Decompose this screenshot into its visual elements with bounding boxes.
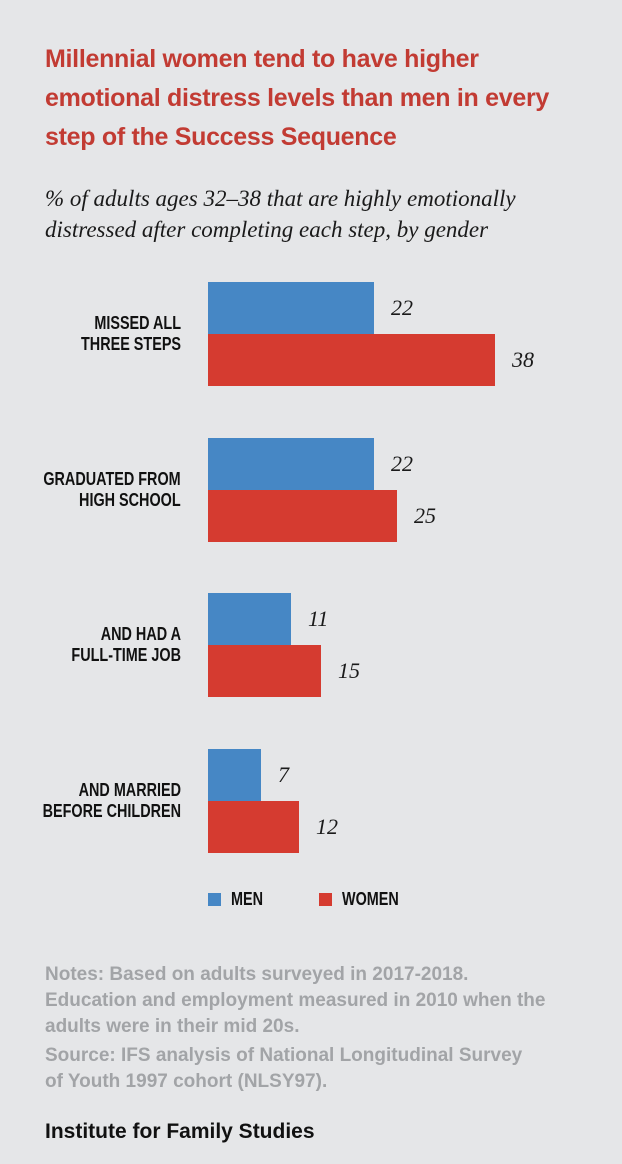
publisher-name: Institute for Family Studies: [45, 1120, 315, 1143]
bar-value-label: 38: [512, 347, 534, 372]
category-label: AND MARRIED BEFORE CHILDREN: [0, 749, 181, 853]
category-label-text: AND MARRIED BEFORE CHILDREN: [42, 779, 181, 821]
chart-title: Millennial women tend to have higher emo…: [45, 45, 549, 151]
bar-row-women: 25: [208, 489, 436, 542]
source-text: Source: IFS analysis of National Longitu…: [45, 1045, 523, 1092]
bar-value-label: 22: [391, 295, 413, 320]
bar-row-men: 22: [208, 437, 413, 490]
category-label: GRADUATED FROM HIGH SCHOOL: [0, 438, 181, 542]
bar-row-women: 12: [208, 800, 338, 853]
bar-women: [208, 800, 299, 853]
category-label-text: GRADUATED FROM HIGH SCHOOL: [43, 468, 181, 510]
bar-men: [208, 748, 261, 801]
legend-item-women: WOMEN: [319, 889, 413, 910]
bar-value-label: 22: [391, 450, 413, 476]
bar-value-label: 12: [316, 813, 338, 839]
bar-women: [208, 489, 397, 542]
bar-women: [208, 645, 321, 697]
bar-row-men: 22: [208, 282, 413, 334]
bar-value-label: 15: [338, 658, 360, 683]
category-label: MISSED ALL THREE STEPS: [0, 282, 181, 386]
legend-swatch-women: [319, 893, 332, 906]
category-label-text: MISSED ALL THREE STEPS: [80, 313, 181, 354]
bar-row-women: 15: [208, 645, 360, 697]
bar-men: [208, 593, 291, 645]
bar-row-men: 7: [208, 748, 289, 801]
bar-value-label: 25: [414, 502, 436, 528]
bar-value-label: 11: [308, 606, 329, 631]
chart-legend: MEN WOMEN: [208, 889, 413, 910]
notes-text: Notes: Based on adults surveyed in 2017-…: [45, 964, 546, 1037]
bar-row-men: 11: [208, 593, 328, 645]
bar-women: [208, 334, 495, 386]
legend-label-women: WOMEN: [342, 889, 399, 909]
bar-row-women: 38: [208, 334, 534, 386]
bar-value-label: 7: [278, 761, 289, 787]
chart-group: GRADUATED FROM HIGH SCHOOL 22 25: [0, 437, 622, 542]
bar-chart: MISSED ALL THREE STEPS 22 38 GRADUATED FROM…: [0, 282, 622, 853]
category-label-text: AND HAD A FULL-TIME JOB: [71, 624, 181, 665]
chart-subtitle: % of adults ages 32–38 that are highly e…: [45, 186, 516, 242]
legend-swatch-men: [208, 893, 221, 906]
bar-men: [208, 437, 374, 490]
chart-group: AND HAD A FULL-TIME JOB 11 15: [0, 593, 622, 697]
legend-label-men: MEN: [231, 889, 263, 909]
legend-item-men: MEN: [208, 889, 271, 910]
bar-men: [208, 282, 374, 334]
category-label: AND HAD A FULL-TIME JOB: [0, 593, 181, 697]
chart-group: MISSED ALL THREE STEPS 22 38: [0, 282, 622, 386]
chart-group: AND MARRIED BEFORE CHILDREN 7 12: [0, 748, 622, 853]
